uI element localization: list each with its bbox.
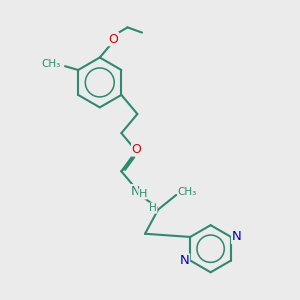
Text: H: H	[139, 189, 147, 199]
Text: H: H	[149, 203, 157, 213]
Text: O: O	[109, 33, 118, 46]
Text: N: N	[232, 230, 242, 243]
Text: N: N	[130, 184, 140, 198]
Text: O: O	[132, 143, 142, 156]
Text: CH₃: CH₃	[178, 187, 197, 197]
Text: CH₃: CH₃	[41, 59, 60, 69]
Text: N: N	[180, 254, 190, 267]
